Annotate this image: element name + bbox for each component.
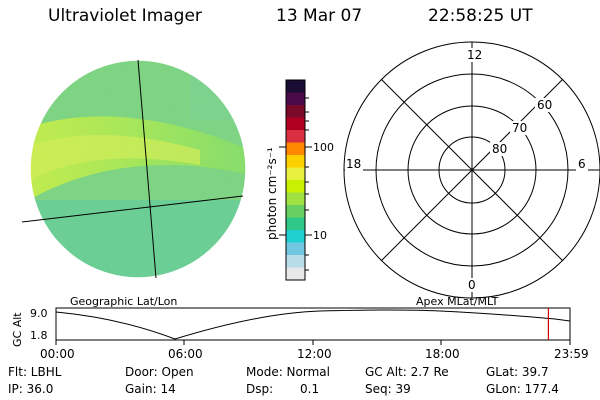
mlat-label-70: 70	[512, 121, 527, 135]
dsp-value: 0.1	[300, 382, 320, 396]
time-tick-3: 18:00	[425, 347, 460, 361]
colorbar	[285, 79, 306, 281]
mlt-label-12: 12	[467, 48, 482, 62]
polar-grid	[343, 41, 600, 299]
mlat-label-80: 80	[492, 142, 507, 156]
colorbar-segment	[286, 217, 305, 231]
mlat-label-60: 60	[537, 98, 552, 112]
colorbar-tick-100: 100	[313, 141, 334, 154]
colorbar-segment	[286, 205, 305, 219]
mlt-label-6: 6	[578, 157, 586, 171]
colorbar-segment	[286, 142, 305, 156]
colorbar-segment	[286, 230, 305, 244]
colorbar-tick-10: 10	[313, 229, 327, 242]
colorbar-segment	[286, 117, 305, 131]
colorbar-segment	[286, 192, 305, 206]
colorbar-segment	[286, 130, 305, 144]
parallel-line	[21, 195, 244, 223]
alt-tick-bottom: 1.8	[30, 329, 48, 342]
colorbar-segment	[286, 105, 305, 119]
time-tick-2: 12:00	[297, 347, 332, 361]
gain-info: Gain: 14	[125, 382, 176, 396]
colorbar-unit: photon cm⁻²s⁻¹	[265, 147, 279, 240]
colorbar-segment	[286, 255, 305, 269]
time-label: 22:58:25 UT	[428, 6, 533, 26]
colorbar-segment	[286, 180, 305, 194]
mlt-label-0: 0	[468, 278, 476, 292]
dsp-label: Dsp:	[246, 382, 274, 396]
door-info: Door: Open	[125, 365, 194, 379]
right-panel-label: Apex MLat/MLT	[416, 295, 499, 308]
colorbar-segment	[286, 167, 305, 181]
meridian-line	[137, 59, 157, 279]
ip-info: IP: 36.0	[8, 382, 54, 396]
colorbar-frame	[285, 79, 306, 281]
glon-info: GLon: 177.4	[486, 382, 559, 396]
timeline-ylabel: GC Alt	[11, 312, 24, 347]
time-tick-4: 23:59	[554, 347, 589, 361]
mlt-label-18: 18	[346, 157, 361, 171]
seq-info: Seq: 39	[365, 382, 411, 396]
gc-alt-info: GC Alt: 2.7 Re	[365, 365, 449, 379]
alt-tick-top: 9.0	[30, 307, 48, 320]
mode-info: Mode: Normal	[246, 365, 330, 379]
date-label: 13 Mar 07	[276, 6, 363, 26]
filter-info: Flt: LBHL	[8, 365, 62, 379]
time-tick-0: 00:00	[40, 347, 75, 361]
timeline-box	[55, 307, 571, 341]
altitude-curve	[55, 309, 571, 340]
left-panel-label: Geographic Lat/Lon	[70, 295, 177, 308]
time-tick-1: 06:00	[168, 347, 203, 361]
colorbar-segment	[286, 155, 305, 169]
colorbar-segment	[286, 267, 305, 281]
colorbar-segment	[286, 80, 305, 94]
glat-info: GLat: 39.7	[486, 365, 549, 379]
imager-title: Ultraviolet Imager	[48, 6, 202, 26]
colorbar-segment	[286, 242, 305, 256]
colorbar-segment	[286, 92, 305, 106]
